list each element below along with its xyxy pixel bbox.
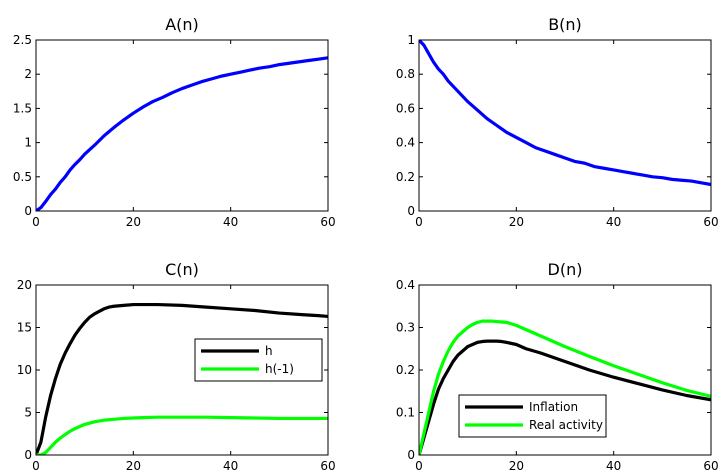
panel-d-legend-box [458, 394, 607, 438]
panel-d-ytick-label: 0.4 [396, 278, 415, 292]
panel-b-ytick-label: 0.4 [396, 136, 415, 150]
panel-a-xtick-label: 0 [32, 215, 40, 229]
panel-d-ytick-label: 0.3 [396, 321, 415, 335]
panel-a-xtick-label: 60 [320, 215, 335, 229]
panel-a-axes-box [35, 39, 329, 212]
panel-a-ytick-label: 0 [24, 204, 32, 218]
panel-a-ytick-label: 1 [24, 136, 32, 150]
panel-c-xtick-label: 0 [32, 459, 40, 472]
panel-d-title: D(n) [548, 260, 583, 279]
panel-a-ytick-label: 1.5 [13, 101, 32, 115]
panel-d-xtick-label: 40 [606, 459, 621, 472]
panel-b-xtick-label: 0 [415, 215, 423, 229]
panel-d-xtick-label: 0 [415, 459, 423, 472]
panel-a-ytick-label: 2.5 [13, 33, 32, 47]
panel-c-series-line-1 [36, 302, 328, 455]
panel-c-ytick-label: 5 [24, 406, 32, 420]
panel-b-xtick-label: 60 [703, 215, 718, 229]
panel-d-xtick-label: 20 [509, 459, 524, 472]
panel-d-legend: Inflation Real activity [458, 394, 607, 438]
panel-b-ytick-label: 0.2 [396, 170, 415, 184]
panel-d-legend-label-2: Real activity [529, 418, 603, 432]
panel-c-legend-box [194, 338, 323, 382]
panel-c-legend-label-1: h [265, 344, 273, 358]
panel-b-ytick-label: 0.8 [396, 67, 415, 81]
panel-d-series-line-2 [419, 319, 711, 455]
panel-d-ytick-label: 0.2 [396, 363, 415, 377]
panel-a-ytick-label: 2 [24, 67, 32, 81]
panel-c: C(n) 0 20 40 60 0 5 10 15 20 h h(-1) [17, 260, 336, 472]
panel-c-legend: h h(-1) [194, 338, 323, 382]
panel-b: B(n) 0 20 40 60 0 0.2 0.4 0.6 0.8 1 [396, 15, 719, 229]
panel-b-series-line-1 [419, 40, 711, 187]
panel-c-xtick-label: 20 [126, 459, 141, 472]
panel-c-legend-label-2: h(-1) [265, 362, 294, 376]
panel-d: D(n) 0 20 40 60 0 0.1 0.2 0.3 0.4 Inflation Real ac… [396, 260, 719, 472]
panel-c-ytick-label: 10 [17, 363, 32, 377]
panel-a-ytick-label: 0.5 [13, 170, 32, 184]
panel-b-axes-box [418, 39, 712, 212]
panel-c-ytick-label: 20 [17, 278, 32, 292]
panel-b-ytick-label: 1 [407, 33, 415, 47]
panel-d-ytick-label: 0 [407, 448, 415, 462]
panel-c-ytick-label: 0 [24, 448, 32, 462]
panel-a-xtick-label: 20 [126, 215, 141, 229]
panel-b-xtick-label: 20 [509, 215, 524, 229]
panel-a-xtick-label: 40 [223, 215, 238, 229]
panel-b-title: B(n) [548, 15, 582, 34]
panel-b-ytick-label: 0.6 [396, 101, 415, 115]
panel-d-xtick-label: 60 [703, 459, 718, 472]
panel-c-series-line-2 [36, 415, 328, 455]
panel-d-ytick-label: 0.1 [396, 406, 415, 420]
panel-c-ytick-label: 15 [17, 321, 32, 335]
panel-d-legend-label-1: Inflation [529, 400, 578, 414]
panel-b-xtick-label: 40 [606, 215, 621, 229]
panel-a: A(n) 0 20 40 60 0 0.5 1 1.5 2 2.5 [13, 15, 336, 229]
panel-d-series-line-1 [419, 339, 711, 455]
panel-b-ytick-label: 0 [407, 204, 415, 218]
panel-a-series-line-1 [36, 56, 328, 211]
panel-c-xtick-label: 60 [320, 459, 335, 472]
panel-c-xtick-label: 40 [223, 459, 238, 472]
panel-c-title: C(n) [165, 260, 199, 279]
panel-a-title: A(n) [165, 15, 199, 34]
